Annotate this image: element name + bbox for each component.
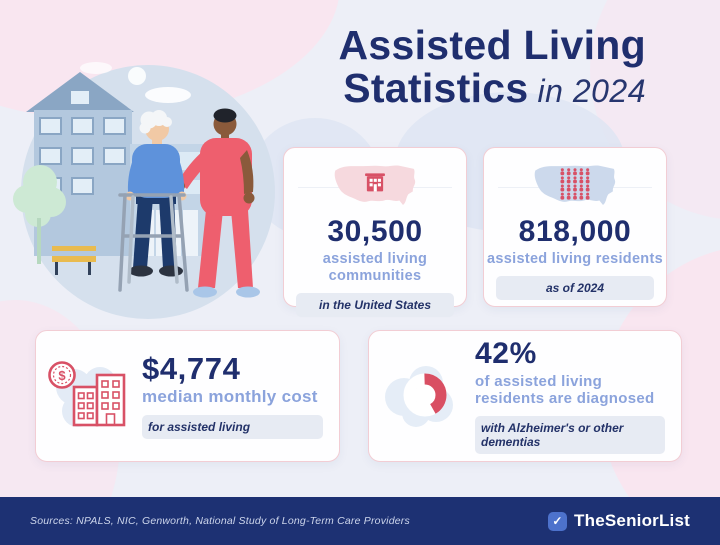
communities-pill: in the United States (296, 292, 454, 317)
page-title: Assisted Living Statistics in 2024 (338, 24, 646, 109)
building-dollar-icon: $ (36, 353, 142, 439)
cost-label: median monthly cost (142, 387, 318, 407)
stat-card-communities: 30,500 assisted living communities in th… (283, 147, 467, 317)
usa-map-residents-icon (484, 156, 666, 216)
caregiver-illustration (13, 62, 275, 319)
dementia-value: 42% (475, 337, 537, 371)
sources-text: Sources: NPALS, NIC, Genworth, National … (30, 515, 410, 527)
brand-name: TheSeniorList (574, 511, 690, 530)
communities-label: assisted living communities (322, 250, 428, 284)
check-badge-icon: ✓ (548, 511, 568, 531)
stat-card-residents: 818,000 assisted living residents as of … (483, 147, 667, 307)
caregiver-figure (175, 108, 260, 298)
stat-card-dementia: 42% of assisted living residents are dia… (368, 330, 682, 462)
walker (118, 193, 189, 292)
cost-pill: for assisted living (142, 415, 323, 440)
title-line-2: Statistics (343, 64, 529, 111)
title-line-1: Assisted Living (338, 22, 646, 68)
brand-logo: ✓ TheSeniorList (548, 511, 690, 531)
communities-value: 30,500 (327, 215, 423, 248)
residents-pill: as of 2024 (496, 275, 654, 300)
dementia-label: of assisted living residents are diagnos… (475, 372, 655, 408)
dementia-pill: with Alzheimer's or other dementias (475, 415, 665, 454)
footer-bar: Sources: NPALS, NIC, Genworth, National … (0, 497, 720, 545)
stat-card-cost: $ $4,774 median monthly cost for assiste… (35, 330, 340, 462)
title-suffix: in 2024 (537, 72, 646, 109)
usa-map-communities-icon (284, 156, 466, 216)
cost-value: $4,774 (142, 350, 241, 386)
donut-chart-icon (369, 353, 475, 439)
svg-text:$: $ (58, 368, 66, 383)
residents-label: assisted living residents (487, 250, 663, 267)
residents-value: 818,000 (518, 215, 632, 248)
